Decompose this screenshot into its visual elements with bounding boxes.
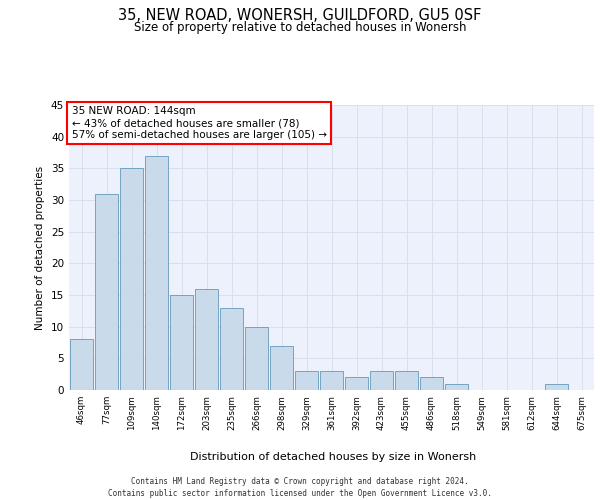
- Bar: [269, 346, 293, 390]
- Bar: [220, 308, 244, 390]
- Bar: [194, 288, 218, 390]
- Bar: [445, 384, 469, 390]
- Bar: [170, 295, 193, 390]
- Text: 35 NEW ROAD: 144sqm
← 43% of detached houses are smaller (78)
57% of semi-detach: 35 NEW ROAD: 144sqm ← 43% of detached ho…: [71, 106, 326, 140]
- Text: Size of property relative to detached houses in Wonersh: Size of property relative to detached ho…: [134, 21, 466, 34]
- Y-axis label: Number of detached properties: Number of detached properties: [35, 166, 46, 330]
- Bar: [119, 168, 143, 390]
- Bar: [245, 326, 268, 390]
- Bar: [295, 371, 319, 390]
- Bar: [95, 194, 118, 390]
- Text: 35, NEW ROAD, WONERSH, GUILDFORD, GU5 0SF: 35, NEW ROAD, WONERSH, GUILDFORD, GU5 0S…: [118, 8, 482, 22]
- Text: Contains HM Land Registry data © Crown copyright and database right 2024.
Contai: Contains HM Land Registry data © Crown c…: [108, 476, 492, 498]
- Bar: [419, 378, 443, 390]
- Bar: [370, 371, 394, 390]
- Text: Distribution of detached houses by size in Wonersh: Distribution of detached houses by size …: [190, 452, 476, 462]
- Bar: [545, 384, 568, 390]
- Bar: [145, 156, 169, 390]
- Bar: [344, 378, 368, 390]
- Bar: [395, 371, 418, 390]
- Bar: [70, 340, 94, 390]
- Bar: [320, 371, 343, 390]
